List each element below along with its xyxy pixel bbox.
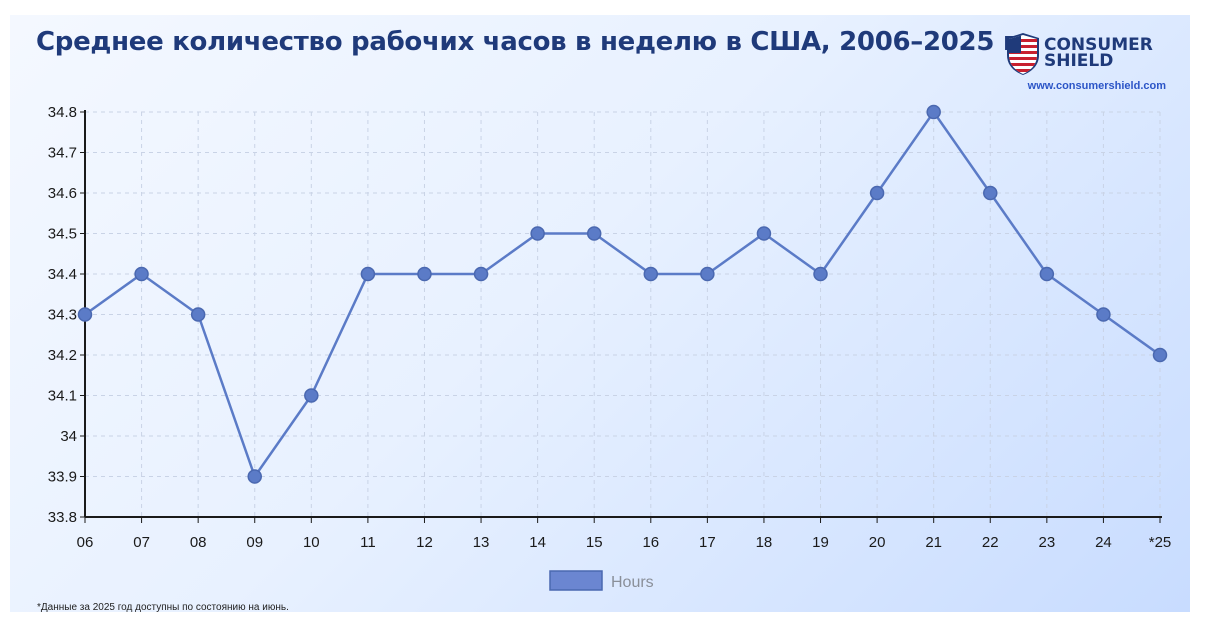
data-point[interactable] bbox=[134, 266, 149, 282]
y-tick-label: 34.2 bbox=[48, 347, 77, 364]
x-tick-label: 06 bbox=[77, 534, 94, 551]
y-tick-label: 34.1 bbox=[48, 388, 77, 405]
y-tick-label: 34 bbox=[60, 428, 77, 445]
data-point[interactable] bbox=[360, 266, 376, 282]
x-tick-label: 14 bbox=[529, 534, 546, 551]
y-tick-label: 34.8 bbox=[48, 104, 77, 121]
data-point[interactable] bbox=[1096, 307, 1111, 322]
data-point[interactable] bbox=[304, 388, 319, 403]
y-tick-label: 33.8 bbox=[48, 509, 77, 526]
x-tick-label: 20 bbox=[869, 534, 886, 551]
x-tick-label: 23 bbox=[1038, 534, 1055, 551]
brand-name: CONSUMER SHIELD bbox=[1044, 35, 1153, 71]
data-point[interactable] bbox=[869, 185, 885, 201]
x-tick-label: 09 bbox=[246, 534, 263, 551]
data-point[interactable] bbox=[586, 226, 602, 241]
data-point[interactable] bbox=[926, 104, 941, 120]
legend-swatch[interactable] bbox=[549, 570, 603, 591]
x-tick-label: 21 bbox=[925, 534, 942, 551]
brand-logo[interactable]: CONSUMER SHIELD www.consumershield.com bbox=[1006, 33, 1166, 95]
data-point[interactable] bbox=[247, 469, 262, 484]
x-tick-label: 11 bbox=[360, 534, 376, 551]
line-chart: 34.8 34.7 34.6 34.5 34.4 34.3 34.2 34.1 34 33.9 33… bbox=[48, 104, 1172, 591]
x-tick-label: 12 bbox=[416, 534, 433, 551]
chart-card: Среднее количество рабочих часов в недел… bbox=[10, 15, 1190, 612]
data-point[interactable] bbox=[983, 185, 998, 201]
y-tick-label: 34.4 bbox=[48, 266, 77, 283]
y-tick-label: 34.3 bbox=[48, 307, 77, 324]
brand-url[interactable]: www.consumershield.com bbox=[1027, 80, 1166, 92]
data-point[interactable] bbox=[530, 226, 545, 241]
data-point[interactable] bbox=[1152, 347, 1168, 363]
brand-line-1: CONSUMER bbox=[1044, 35, 1153, 55]
series-line-0 bbox=[84, 110, 1161, 478]
x-tick-label: 16 bbox=[642, 534, 659, 551]
data-point[interactable] bbox=[1039, 266, 1055, 282]
data-point[interactable] bbox=[77, 307, 93, 322]
data-point[interactable] bbox=[190, 307, 206, 322]
x-tick-label: 13 bbox=[473, 534, 490, 551]
x-tick-label: 10 bbox=[303, 534, 320, 551]
x-tick-label: 15 bbox=[586, 534, 603, 551]
data-point[interactable] bbox=[473, 266, 489, 282]
data-point[interactable] bbox=[700, 266, 715, 282]
y-tick-label: 33.9 bbox=[48, 469, 77, 486]
y-tick-label: 34.6 bbox=[48, 185, 77, 202]
x-tick-label: 17 bbox=[699, 534, 716, 551]
x-tick-label: 22 bbox=[982, 534, 999, 551]
y-tick-label: 34.7 bbox=[48, 145, 77, 162]
x-tick-label: 07 bbox=[133, 534, 150, 551]
x-tick-label: 18 bbox=[756, 534, 773, 551]
brand-line-2: SHIELD bbox=[1044, 51, 1114, 71]
footnote: *Данные за 2025 год доступны по состояни… bbox=[37, 602, 289, 612]
x-tick-label: *25 bbox=[1149, 534, 1172, 551]
data-point[interactable] bbox=[756, 226, 772, 241]
legend-label[interactable]: Hours bbox=[611, 574, 654, 591]
x-tick-label: 24 bbox=[1095, 534, 1112, 551]
shield-flag-icon bbox=[1007, 33, 1039, 75]
y-tick-label: 34.5 bbox=[48, 226, 77, 243]
data-point[interactable] bbox=[643, 266, 659, 282]
chart-title: Среднее количество рабочих часов в недел… bbox=[36, 27, 1040, 57]
x-tick-label: 19 bbox=[812, 534, 829, 551]
data-point[interactable] bbox=[813, 266, 828, 282]
x-tick-label: 08 bbox=[190, 534, 207, 551]
data-point[interactable] bbox=[417, 266, 432, 282]
